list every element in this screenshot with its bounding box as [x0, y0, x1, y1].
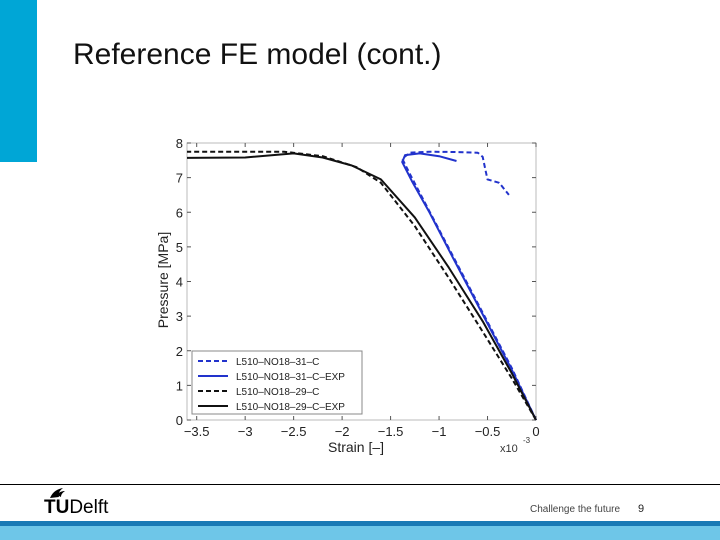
x-tick-label: −2 — [335, 424, 350, 439]
legend: L510–NO18–31–C L510–NO18–31–C–EXP L510–NO1… — [191, 350, 363, 415]
logo-mark: TU — [44, 497, 70, 518]
tudelft-flame-icon — [50, 488, 65, 498]
y-tick-label: 3 — [176, 309, 183, 324]
series-line — [186, 152, 537, 421]
y-tick-label: 1 — [176, 378, 183, 393]
slogan: Challenge the future — [530, 504, 621, 515]
x-multiplier: x10 — [500, 443, 518, 455]
legend-label: L510–NO18–31–C — [236, 357, 319, 368]
y-tick-label: 7 — [176, 171, 183, 186]
axis-ticks: −3.5 −3 −2.5 −2 −1.5 −1 −0.5 0 0 1 2 3 4 5 6 7 8 — [176, 136, 540, 439]
bottom-bar-light — [0, 526, 720, 540]
bottom-bar — [0, 521, 720, 540]
x-tick-label: −2.5 — [281, 424, 307, 439]
legend-label: L510–NO18–29–C–EXP — [236, 402, 345, 413]
y-tick-label: 5 — [176, 240, 183, 255]
series-line — [401, 152, 537, 421]
x-tick-label: −3 — [238, 424, 253, 439]
accent-bar — [0, 0, 37, 162]
x-exponent: -3 — [523, 436, 531, 445]
x-tick-label: −0.5 — [475, 424, 501, 439]
y-tick-label: 0 — [176, 413, 183, 428]
legend-box — [191, 350, 363, 415]
bottom-bar-dark — [0, 521, 720, 526]
series-line — [187, 150, 537, 421]
y-tick-label: 6 — [176, 205, 183, 220]
slide-title: Reference FE model (cont.) — [73, 38, 442, 71]
y-tick-label: 8 — [176, 136, 183, 151]
y-tick-label: 4 — [176, 275, 183, 290]
y-axis-label: Pressure [MPa] — [155, 232, 171, 328]
legend-label: L510–NO18–29–C — [236, 387, 319, 398]
page-number: 9 — [638, 503, 645, 515]
x-tick-label: −1 — [432, 424, 447, 439]
series-lines — [186, 150, 537, 421]
legend-label: L510–NO18–31–C–EXP — [236, 372, 345, 383]
x-axis-label: Strain [–] — [328, 439, 384, 455]
series-line — [401, 150, 537, 421]
x-tick-label: −1.5 — [378, 424, 404, 439]
y-tick-label: 2 — [176, 344, 183, 359]
footer-divider — [0, 484, 720, 485]
tudelft-logo: TUDelft — [44, 497, 108, 519]
logo-name: Delft — [69, 497, 109, 518]
x-tick-label: 0 — [532, 424, 539, 439]
x-tick-label: −3.5 — [184, 424, 210, 439]
